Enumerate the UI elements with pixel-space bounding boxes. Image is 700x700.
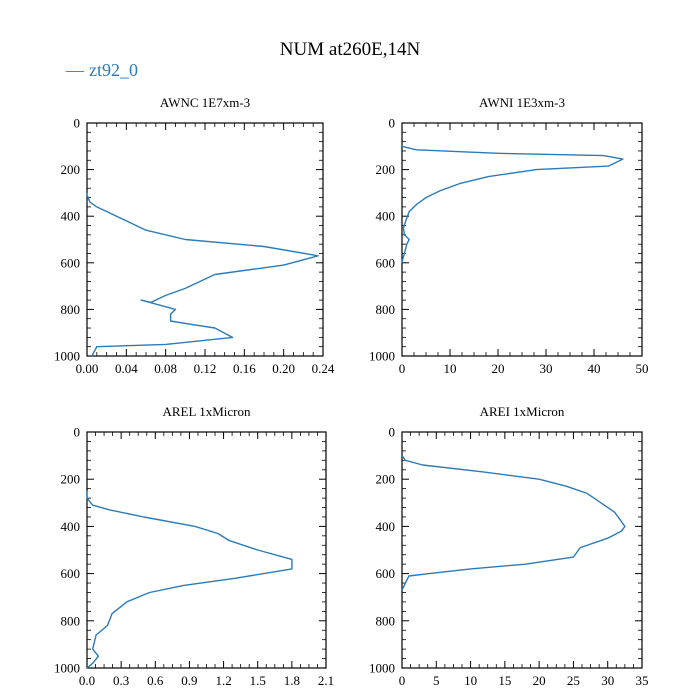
panel-title: AREL 1xMicron <box>163 404 251 419</box>
x-tick-label: 0 <box>399 673 406 688</box>
x-tick-label: 0.20 <box>272 361 295 376</box>
x-tick-label: 0.16 <box>233 361 256 376</box>
x-tick-label: 20 <box>533 673 546 688</box>
x-tick-label: 0.9 <box>181 673 197 688</box>
x-tick-label: 35 <box>636 673 649 688</box>
x-tick-label: 0.3 <box>113 673 129 688</box>
x-tick-label: 1.8 <box>284 673 300 688</box>
x-tick-label: 15 <box>498 673 511 688</box>
legend-line-glyph: — <box>65 60 85 80</box>
y-tick-label: 800 <box>61 302 81 317</box>
panel-2: AWNI 1E3xm-3 0 200 400 600 800 1000 0 10 20 30 40 50 <box>369 95 649 376</box>
plot-frame <box>401 122 643 357</box>
x-tick-label: 40 <box>588 361 601 376</box>
y-tick-label: 400 <box>376 519 396 534</box>
x-tick-label: 2.1 <box>318 673 334 688</box>
y-tick-label: 0 <box>389 425 396 440</box>
x-tick-label: 10 <box>464 673 477 688</box>
x-tick-label: 30 <box>540 361 553 376</box>
y-tick-label: 400 <box>376 209 396 224</box>
panel-4: AREI 1xMicron 0 200 400 600 800 1000 0 5 10 15 20 25… <box>369 404 649 688</box>
y-tick-label: 200 <box>376 472 396 487</box>
y-tick-label: 1000 <box>54 661 80 676</box>
panel-title: AWNI 1E3xm-3 <box>479 95 565 110</box>
y-tick-label: 400 <box>61 209 81 224</box>
y-tick-label: 600 <box>61 566 81 581</box>
series-line-zt92_0 <box>86 192 319 357</box>
y-tick-label: 600 <box>376 566 396 581</box>
x-tick-label: 5 <box>433 673 440 688</box>
plot-frame <box>86 431 327 669</box>
figure-title: NUM at260E,14N <box>280 39 421 60</box>
y-tick-label: 800 <box>376 613 396 628</box>
x-tick-label: 0.24 <box>312 361 335 376</box>
legend: — zt92_0 <box>65 60 138 80</box>
legend-label: zt92_0 <box>89 60 138 80</box>
x-tick-label: 0.00 <box>76 361 99 376</box>
series-line-zt92_0 <box>401 455 626 591</box>
x-tick-label: 0.0 <box>79 673 95 688</box>
y-tick-label: 400 <box>61 519 81 534</box>
panel-title: AWNC 1E7xm-3 <box>160 95 250 110</box>
x-tick-label: 10 <box>444 361 457 376</box>
x-tick-label: 50 <box>636 361 649 376</box>
plot-frame <box>86 122 324 357</box>
x-tick-label: 1.5 <box>250 673 266 688</box>
y-tick-label: 200 <box>61 472 81 487</box>
x-tick-label: 0.04 <box>115 361 138 376</box>
series-line-zt92_0 <box>86 491 293 669</box>
x-tick-label: 25 <box>567 673 580 688</box>
y-tick-label: 600 <box>61 255 81 270</box>
x-tick-label: 0 <box>399 361 406 376</box>
y-tick-label: 0 <box>74 116 81 131</box>
y-tick-label: 1000 <box>369 661 395 676</box>
series-line-zt92_0 <box>401 145 624 263</box>
y-tick-label: 1000 <box>54 349 80 364</box>
x-tick-label: 30 <box>601 673 614 688</box>
y-tick-label: 200 <box>61 162 81 177</box>
x-tick-label: 1.2 <box>215 673 231 688</box>
y-tick-label: 800 <box>376 302 396 317</box>
x-tick-label: 0.12 <box>194 361 217 376</box>
panel-title: AREI 1xMicron <box>480 404 565 419</box>
y-tick-label: 0 <box>74 425 81 440</box>
x-tick-label: 20 <box>492 361 505 376</box>
x-tick-label: 0.08 <box>154 361 177 376</box>
x-tick-label: 0.6 <box>147 673 164 688</box>
y-tick-label: 200 <box>376 162 396 177</box>
y-tick-label: 800 <box>61 613 81 628</box>
y-tick-label: 600 <box>376 255 396 270</box>
y-tick-label: 0 <box>389 116 396 131</box>
y-tick-label: 1000 <box>369 349 395 364</box>
